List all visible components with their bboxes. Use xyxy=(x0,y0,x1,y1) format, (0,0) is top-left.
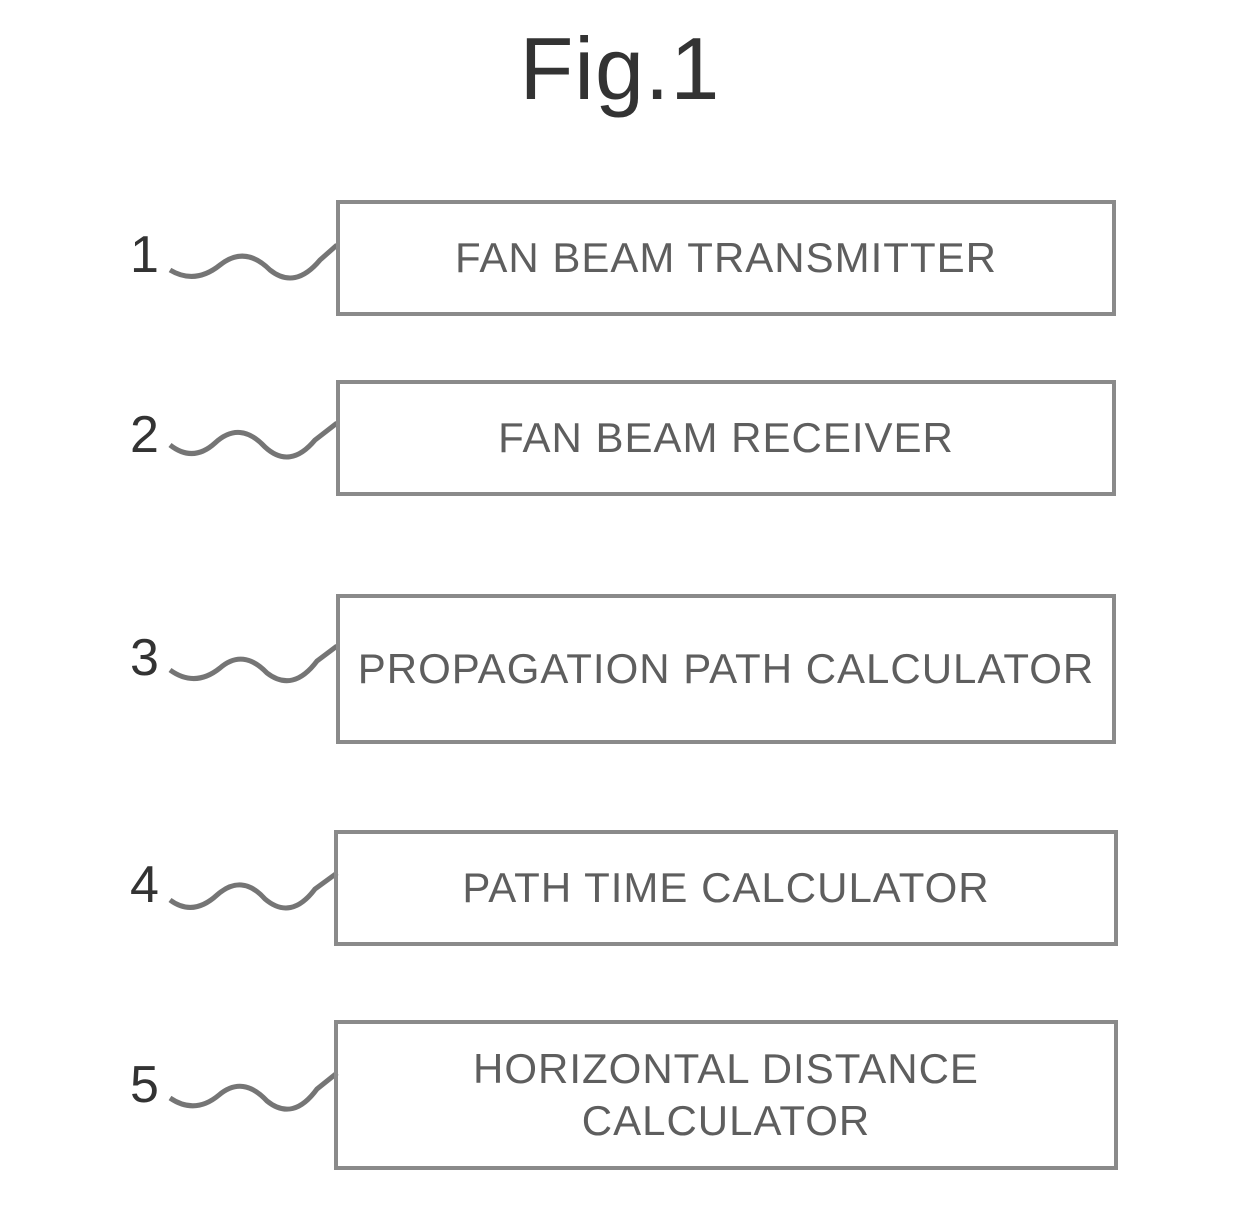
block-label: HORIZONTAL DISTANCE CALCULATOR xyxy=(350,1043,1102,1148)
diagram-block-horizontal-distance-calculator: HORIZONTAL DISTANCE CALCULATOR xyxy=(334,1020,1118,1170)
leader-squiggle-icon xyxy=(165,225,340,285)
diagram-block-path-time-calculator: PATH TIME CALCULATOR xyxy=(334,830,1118,946)
ref-number: 2 xyxy=(130,405,159,465)
diagram-block-fan-beam-receiver: FAN BEAM RECEIVER xyxy=(336,380,1116,496)
diagram-block-propagation-path-calculator: PROPAGATION PATH CALCULATOR xyxy=(336,594,1116,744)
leader-squiggle-icon xyxy=(165,855,340,915)
diagram-block-fan-beam-transmitter: FAN BEAM TRANSMITTER xyxy=(336,200,1116,316)
figure-title: Fig.1 xyxy=(520,18,721,120)
leader-squiggle-icon xyxy=(165,1055,340,1115)
leader-squiggle-icon xyxy=(165,628,340,688)
block-label: PROPAGATION PATH CALCULATOR xyxy=(358,643,1094,696)
block-label: PATH TIME CALCULATOR xyxy=(462,862,989,915)
leader-squiggle-icon xyxy=(165,405,340,465)
ref-number: 1 xyxy=(130,225,159,285)
block-label: FAN BEAM TRANSMITTER xyxy=(455,232,997,285)
ref-number: 3 xyxy=(130,628,159,688)
ref-number: 5 xyxy=(130,1055,159,1115)
block-label: FAN BEAM RECEIVER xyxy=(498,412,954,465)
figure-page: Fig.1 1 FAN BEAM TRANSMITTER 2 FAN BEAM … xyxy=(0,0,1240,1229)
ref-number: 4 xyxy=(130,855,159,915)
